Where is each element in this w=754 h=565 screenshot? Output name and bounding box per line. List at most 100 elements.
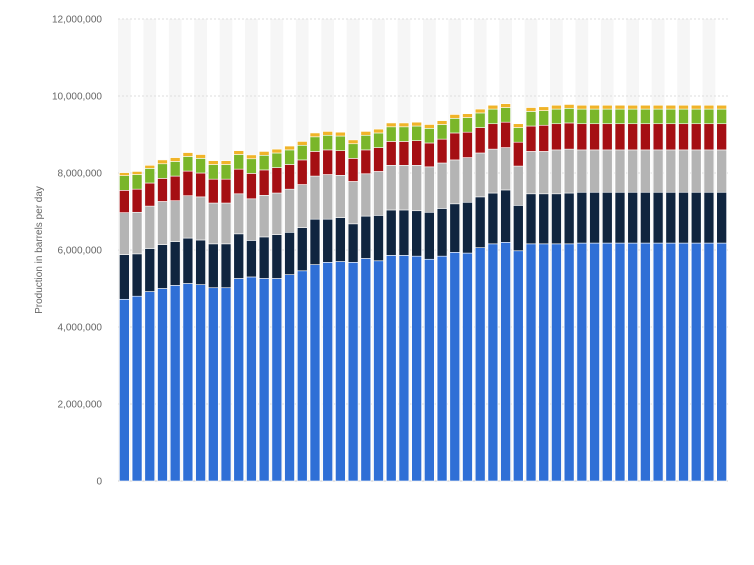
bar-segment[interactable] bbox=[538, 110, 549, 126]
bar-segment[interactable] bbox=[513, 141, 524, 167]
bar-segment[interactable] bbox=[576, 123, 588, 151]
bar-segment[interactable] bbox=[627, 242, 638, 482]
bar-segment[interactable] bbox=[157, 163, 168, 179]
bar-segment[interactable] bbox=[284, 164, 295, 190]
bar-segment[interactable] bbox=[398, 165, 410, 211]
bar-segment[interactable] bbox=[449, 114, 461, 119]
bar-segment[interactable] bbox=[335, 261, 346, 482]
bar-segment[interactable] bbox=[500, 121, 511, 148]
bar-segment[interactable] bbox=[246, 240, 257, 278]
bar-segment[interactable] bbox=[678, 191, 689, 244]
bar-segment[interactable] bbox=[551, 243, 562, 482]
bar-segment[interactable] bbox=[195, 154, 206, 159]
bar-segment[interactable] bbox=[703, 104, 715, 110]
bar-segment[interactable] bbox=[195, 158, 206, 174]
bar-segment[interactable] bbox=[220, 287, 232, 482]
bar-segment[interactable] bbox=[640, 108, 651, 125]
bar-segment[interactable] bbox=[589, 242, 600, 482]
bar-segment[interactable] bbox=[157, 288, 168, 482]
bar-segment[interactable] bbox=[690, 108, 702, 125]
bar-segment[interactable] bbox=[322, 174, 333, 220]
bar-segment[interactable] bbox=[589, 149, 600, 193]
bar-segment[interactable] bbox=[144, 248, 156, 292]
bar-segment[interactable] bbox=[513, 165, 524, 206]
bar-segment[interactable] bbox=[589, 108, 600, 125]
bar-segment[interactable] bbox=[131, 174, 143, 190]
bar-segment[interactable] bbox=[589, 104, 600, 110]
bar-segment[interactable] bbox=[271, 148, 283, 154]
bar-segment[interactable] bbox=[119, 212, 130, 255]
bar-segment[interactable] bbox=[309, 218, 321, 265]
bar-segment[interactable] bbox=[258, 169, 270, 196]
bar-segment[interactable] bbox=[322, 131, 333, 136]
bar-segment[interactable] bbox=[373, 147, 384, 172]
bar-segment[interactable] bbox=[703, 191, 715, 244]
bar-segment[interactable] bbox=[474, 127, 486, 154]
bar-segment[interactable] bbox=[665, 242, 677, 482]
bar-segment[interactable] bbox=[220, 202, 232, 245]
bar-segment[interactable] bbox=[716, 108, 727, 125]
bar-segment[interactable] bbox=[449, 252, 461, 482]
bar-segment[interactable] bbox=[602, 104, 613, 110]
bar-segment[interactable] bbox=[538, 106, 549, 111]
bar-segment[interactable] bbox=[385, 126, 397, 142]
bar-segment[interactable] bbox=[144, 205, 156, 249]
bar-segment[interactable] bbox=[144, 182, 156, 207]
bar-segment[interactable] bbox=[385, 122, 397, 128]
bar-segment[interactable] bbox=[195, 172, 206, 198]
bar-segment[interactable] bbox=[462, 201, 473, 254]
bar-segment[interactable] bbox=[309, 264, 321, 482]
bar-segment[interactable] bbox=[182, 156, 194, 172]
bar-segment[interactable] bbox=[690, 104, 702, 110]
bar-segment[interactable] bbox=[576, 191, 588, 244]
bar-segment[interactable] bbox=[563, 148, 575, 194]
bar-segment[interactable] bbox=[220, 178, 232, 204]
bar-segment[interactable] bbox=[411, 125, 422, 141]
bar-segment[interactable] bbox=[576, 108, 588, 125]
bar-segment[interactable] bbox=[551, 149, 562, 195]
bar-segment[interactable] bbox=[652, 123, 664, 151]
bar-segment[interactable] bbox=[233, 154, 244, 170]
bar-segment[interactable] bbox=[678, 108, 689, 125]
bar-segment[interactable] bbox=[436, 124, 448, 140]
bar-segment[interactable] bbox=[347, 143, 359, 159]
bar-segment[interactable] bbox=[385, 209, 397, 256]
bar-segment[interactable] bbox=[284, 188, 295, 233]
bar-segment[interactable] bbox=[487, 104, 499, 110]
bar-segment[interactable] bbox=[157, 178, 168, 202]
bar-segment[interactable] bbox=[449, 203, 461, 253]
bar-segment[interactable] bbox=[297, 141, 308, 146]
bar-segment[interactable] bbox=[716, 104, 727, 110]
bar-segment[interactable] bbox=[297, 270, 308, 482]
bar-segment[interactable] bbox=[513, 123, 524, 128]
bar-segment[interactable] bbox=[347, 181, 359, 225]
bar-segment[interactable] bbox=[703, 149, 715, 193]
bar-segment[interactable] bbox=[602, 242, 613, 482]
bar-segment[interactable] bbox=[614, 108, 626, 125]
bar-segment[interactable] bbox=[424, 258, 435, 482]
bar-segment[interactable] bbox=[678, 242, 689, 482]
bar-segment[interactable] bbox=[322, 262, 333, 482]
bar-segment[interactable] bbox=[462, 157, 473, 203]
bar-segment[interactable] bbox=[208, 287, 219, 482]
bar-segment[interactable] bbox=[640, 191, 651, 244]
bar-segment[interactable] bbox=[347, 223, 359, 263]
bar-segment[interactable] bbox=[131, 211, 143, 255]
bar-segment[interactable] bbox=[373, 260, 384, 482]
bar-segment[interactable] bbox=[208, 160, 219, 165]
bar-segment[interactable] bbox=[538, 243, 549, 482]
bar-segment[interactable] bbox=[627, 149, 638, 193]
bar-segment[interactable] bbox=[551, 108, 562, 125]
bar-segment[interactable] bbox=[119, 172, 130, 176]
bar-segment[interactable] bbox=[487, 148, 499, 194]
bar-segment[interactable] bbox=[131, 295, 143, 482]
bar-segment[interactable] bbox=[335, 150, 346, 176]
bar-segment[interactable] bbox=[131, 188, 143, 213]
bar-segment[interactable] bbox=[627, 123, 638, 151]
bar-segment[interactable] bbox=[678, 123, 689, 151]
bar-segment[interactable] bbox=[500, 189, 511, 243]
bar-segment[interactable] bbox=[563, 192, 575, 245]
bar-segment[interactable] bbox=[716, 191, 727, 244]
bar-segment[interactable] bbox=[563, 104, 575, 109]
bar-segment[interactable] bbox=[525, 151, 537, 195]
